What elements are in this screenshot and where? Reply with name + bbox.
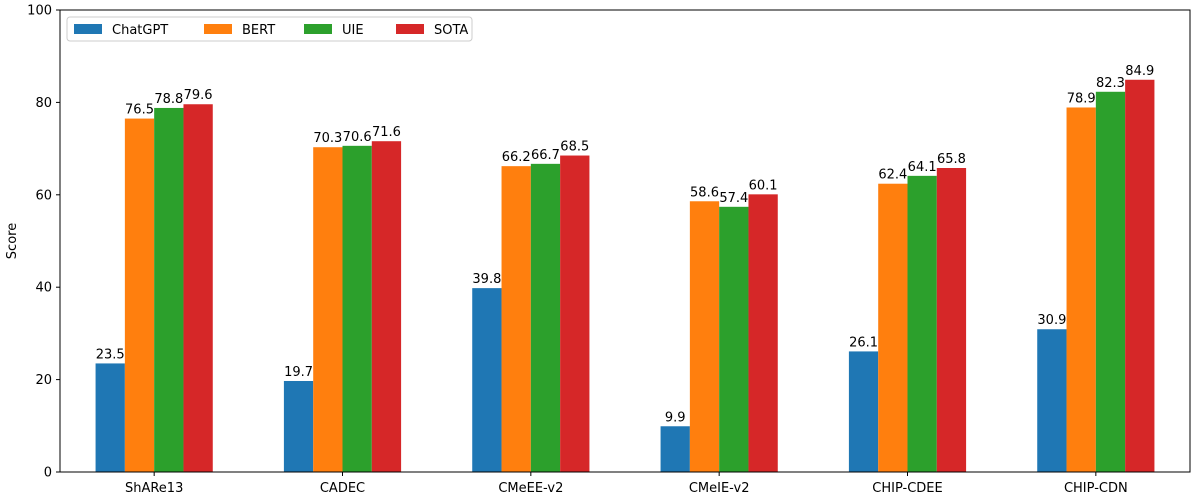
bar-value-label: 62.4 xyxy=(878,168,907,183)
y-tick-label: 0 xyxy=(44,466,52,481)
legend-swatch-bert xyxy=(204,24,232,34)
bar-value-label: 78.8 xyxy=(154,92,183,107)
bar-sota-chip-cdee xyxy=(936,168,967,472)
bar-uie-share13 xyxy=(154,107,184,472)
y-axis-title: Score xyxy=(5,223,20,259)
legend-swatch-uie xyxy=(304,24,332,34)
y-tick-label: 40 xyxy=(35,281,52,296)
bar-value-label: 58.6 xyxy=(690,185,719,200)
x-tick-label: CMeIE-v2 xyxy=(689,481,750,496)
y-tick-label: 100 xyxy=(27,4,52,19)
bar-value-label: 60.1 xyxy=(749,178,778,193)
bar-value-label: 23.5 xyxy=(96,347,125,362)
bar-value-label: 70.3 xyxy=(313,131,342,146)
bar-sota-share13 xyxy=(183,104,213,473)
bar-sota-chip-cdn xyxy=(1125,79,1155,473)
bar-uie-chip-cdee xyxy=(907,175,937,472)
x-tick-label: CHIP-CDN xyxy=(1064,481,1128,496)
bar-chatgpt-chip-cdee xyxy=(848,351,879,472)
bar-value-label: 70.6 xyxy=(343,130,372,145)
bar-chatgpt-cmeie-v2 xyxy=(660,426,690,472)
bar-value-label: 26.1 xyxy=(849,335,878,350)
bar-value-label: 65.8 xyxy=(937,152,966,167)
bar-value-label: 64.1 xyxy=(908,160,937,175)
bar-value-label: 19.7 xyxy=(284,365,313,380)
bar-sota-cmeee-v2 xyxy=(560,155,590,472)
bars-layer xyxy=(95,79,1155,473)
x-tick-label: CHIP-CDEE xyxy=(872,481,942,496)
bar-sota-cmeie-v2 xyxy=(748,194,778,472)
legend-label-bert: BERT xyxy=(242,23,275,38)
bar-value-label: 57.4 xyxy=(719,191,748,206)
legend-swatch-sota xyxy=(396,24,424,34)
y-tick-label: 20 xyxy=(35,373,52,388)
bar-bert-chip-cdn xyxy=(1066,107,1096,473)
bar-bert-chip-cdee xyxy=(878,183,908,472)
bar-labels-layer: 23.5 76.578.8 79.6 19.7 70.3 70.6 71.6 39.8 66.2… xyxy=(96,64,1155,425)
bar-value-label: 66.2 xyxy=(502,150,531,165)
bar-uie-cmeie-v2 xyxy=(719,206,749,472)
legend-label-uie: UIE xyxy=(342,23,364,38)
y-tick-label: 60 xyxy=(35,188,52,203)
y-tick-label: 80 xyxy=(35,96,52,111)
bar-sota-cadec xyxy=(371,141,402,472)
bar-value-label: 9.9 xyxy=(665,410,686,425)
legend-label-chatgpt: ChatGPT xyxy=(112,23,168,38)
bar-bert-cadec xyxy=(313,147,343,473)
bar-bert-cmeee-v2 xyxy=(501,166,531,472)
bar-chatgpt-cmeee-v2 xyxy=(472,288,502,472)
bar-uie-chip-cdn xyxy=(1095,91,1126,473)
bar-uie-cadec xyxy=(342,145,372,472)
plot-frame xyxy=(59,9,1191,473)
bar-bert-cmeie-v2 xyxy=(689,201,720,472)
x-tick-label: ShARe13 xyxy=(125,481,183,496)
x-axis: ShARe13 CADEC CMeEE-v2 CMeIE-v2 CHIP-CDEE CHI… xyxy=(125,472,1128,496)
bar-value-label: 39.8 xyxy=(472,272,501,287)
bar-value-label: 66.7 xyxy=(531,148,560,163)
bar-value-label: 79.6 xyxy=(184,88,213,103)
y-axis: 0 20 40 60 80 100 xyxy=(27,4,60,481)
legend-label-sota: SOTA xyxy=(434,23,468,38)
legend-swatch-chatgpt xyxy=(74,24,102,34)
bar-value-label: 30.9 xyxy=(1037,313,1066,328)
bar-chatgpt-chip-cdn xyxy=(1037,329,1067,472)
bar-value-label: 71.6 xyxy=(372,125,401,140)
bar-chatgpt-share13 xyxy=(95,363,125,472)
legend: ChatGPT BERT UIE SOTA xyxy=(66,16,473,42)
bar-value-label: 76.5 xyxy=(125,103,154,118)
bar-bert-share13 xyxy=(124,118,155,472)
bar-value-label: 84.9 xyxy=(1125,64,1154,79)
x-tick-label: CADEC xyxy=(320,481,365,496)
bar-value-label: 78.9 xyxy=(1067,91,1096,106)
bar-value-label: 82.3 xyxy=(1096,76,1125,91)
bar-chatgpt-cadec xyxy=(283,380,314,472)
bar-uie-cmeee-v2 xyxy=(530,163,561,472)
bar-value-label: 68.5 xyxy=(560,140,589,155)
legend-box xyxy=(66,16,473,42)
x-tick-label: CMeEE-v2 xyxy=(498,481,563,496)
